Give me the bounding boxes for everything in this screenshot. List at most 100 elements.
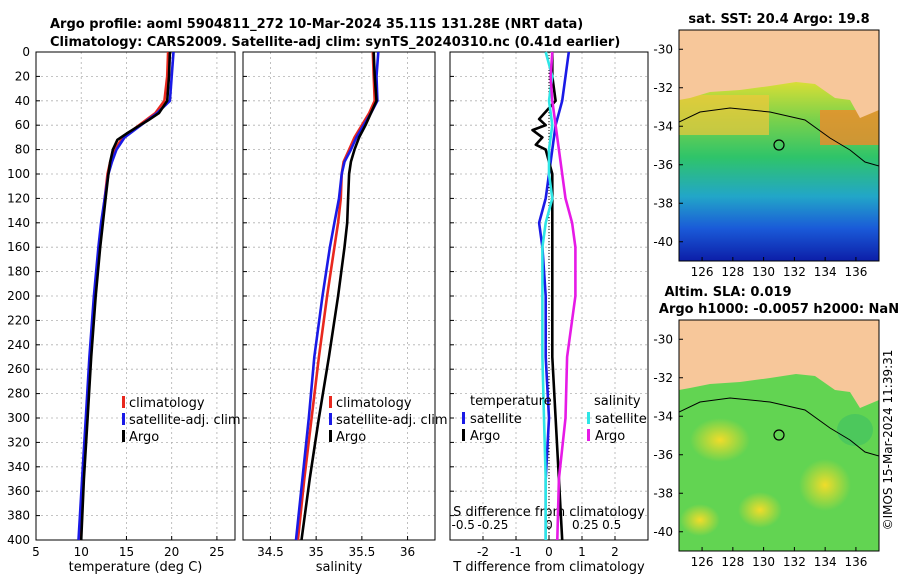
- sla-map-title: Altim. SLA: 0.019: [665, 285, 792, 300]
- sst-map-frame: [678, 29, 880, 262]
- map-y-tick-label: -38: [653, 486, 673, 500]
- x-tick-label: 10: [74, 545, 89, 559]
- y-tick-label: 260: [7, 362, 30, 376]
- legend-swatch: [587, 429, 590, 441]
- legend-swatch: [122, 396, 125, 408]
- y-tick-label: 220: [7, 313, 30, 327]
- sst-warm-patch: [679, 95, 769, 135]
- map-y-tick-label: -40: [653, 525, 673, 539]
- s-diff-axis-label: S difference from climatology: [453, 505, 645, 520]
- x-tick-label: -1: [510, 545, 522, 559]
- x-tick-label: 5: [32, 545, 40, 559]
- legend-header-temperature: temperature: [470, 394, 552, 409]
- series-line-argo: [79, 51, 172, 541]
- x-tick-label: 34.5: [257, 545, 284, 559]
- sla-argo-marker: [773, 429, 785, 441]
- sla-map-subtitle: Argo h1000: -0.0057 h2000: NaN: [659, 302, 899, 317]
- x-tick-label: 25: [209, 545, 224, 559]
- legend-label: Argo: [470, 429, 500, 444]
- map-x-tick-label: 128: [721, 265, 744, 279]
- y-tick-label: 120: [7, 191, 30, 205]
- sst-map-title: sat. SST: 20.4 Argo: 19.8: [688, 12, 869, 27]
- s-diff-tick-label: 0.5: [602, 518, 621, 532]
- x-axis-label: T difference from climatology: [452, 560, 645, 575]
- x-tick-label: 2: [611, 545, 619, 559]
- map-y-tick-label: -32: [653, 371, 673, 385]
- legend-swatch: [462, 429, 465, 441]
- x-tick-label: -2: [477, 545, 489, 559]
- map-y-tick-label: -34: [653, 119, 673, 133]
- legend-label: climatology: [336, 396, 412, 411]
- map-y-tick-label: -38: [653, 196, 673, 210]
- map-x-tick-label: 130: [752, 265, 775, 279]
- y-tick-label: 380: [7, 509, 30, 523]
- map-x-tick-label: 130: [752, 555, 775, 569]
- legend-label: Argo: [336, 430, 366, 445]
- y-tick-label: 400: [7, 533, 30, 547]
- map-x-tick-label: 128: [721, 555, 744, 569]
- y-tick-label: 160: [7, 240, 30, 254]
- y-tick-label: 40: [15, 94, 30, 108]
- legend-header-salinity: salinity: [594, 394, 641, 409]
- legend-swatch: [329, 430, 332, 442]
- map-x-tick-label: 136: [844, 555, 867, 569]
- x-tick-label: 36: [400, 545, 415, 559]
- y-tick-label: 140: [7, 216, 30, 230]
- x-axis-label: salinity: [316, 560, 363, 575]
- map-x-tick-label: 134: [814, 555, 837, 569]
- difference-panel: -2 -1 0 1 2T difference from climatology -0.5…: [449, 51, 649, 575]
- map-x-tick-label: 132: [783, 555, 806, 569]
- y-tick-label: 300: [7, 411, 30, 425]
- sla-map-ticks: 126 128 130 132 134 136 -30 -32 -34 -36 -38 -40: [653, 332, 867, 569]
- map-y-tick-label: -36: [653, 448, 673, 462]
- sst-hot-patch: [820, 110, 879, 145]
- map-y-tick-label: -30: [653, 42, 673, 56]
- y-tick-label: 200: [7, 289, 30, 303]
- legend-swatch: [122, 430, 125, 442]
- x-tick-label: 35: [309, 545, 324, 559]
- y-tick-label: 20: [15, 69, 30, 83]
- series-line-salinity-argo: [549, 51, 577, 541]
- legend-label: satellite-adj. clim: [129, 413, 241, 428]
- map-y-tick-label: -30: [653, 332, 673, 346]
- imos-timestamp: ©IMOS 15-Mar-2024 11:39:31: [881, 350, 895, 531]
- map-x-tick-label: 136: [844, 265, 867, 279]
- series-line-temperature-satellite: [537, 51, 571, 540]
- sst-argo-marker: [773, 139, 785, 151]
- legend-swatch: [122, 413, 125, 425]
- temperature-panel: 5 10 15 20 25 temperature (deg C) 0 20 40 60 80 100…: [7, 45, 241, 575]
- legend-label: satellite-adj. clim: [336, 413, 448, 428]
- figure-title-line1: Argo profile: aoml 5904811_272 10-Mar-20…: [50, 17, 583, 32]
- sla-high-spot: [680, 504, 720, 536]
- s-diff-tick-label: 0.25: [572, 518, 599, 532]
- map-y-tick-label: -34: [653, 409, 673, 423]
- x-tick-label: 20: [164, 545, 179, 559]
- y-tick-label: 280: [7, 387, 30, 401]
- legend-label: satellite: [470, 412, 522, 427]
- y-tick-label: 180: [7, 265, 30, 279]
- map-y-tick-label: -40: [653, 235, 673, 249]
- sst-map-ticks: 126 128 130 132 134 136 -30 -32 -34 -36 -38 -40: [653, 42, 867, 279]
- sla-high-spot: [690, 418, 750, 462]
- series-line-argo: [300, 51, 378, 541]
- sst-contour: [679, 107, 879, 167]
- sst-land: [679, 30, 879, 118]
- sla-contour: [679, 397, 879, 457]
- sla-low-spot: [837, 414, 873, 446]
- map-x-tick-label: 126: [691, 265, 714, 279]
- sla-high-spot: [738, 492, 782, 528]
- map-y-tick-label: -32: [653, 81, 673, 95]
- x-tick-label: 1: [578, 545, 586, 559]
- sla-land: [679, 320, 879, 408]
- sst-map-panel: sat. SST: 20.4 Argo: 19.8 126 128 130 132 13…: [653, 12, 880, 279]
- map-x-tick-label: 126: [691, 555, 714, 569]
- s-diff-tick-label: -0.5: [451, 518, 474, 532]
- map-y-tick-label: -36: [653, 158, 673, 172]
- x-tick-label: 0: [545, 545, 553, 559]
- salinity-panel: 34.5 35 35.5 36 salinity climatology satellite…: [242, 51, 448, 575]
- y-tick-label: 320: [7, 435, 30, 449]
- legend-label: satellite: [595, 412, 647, 427]
- legend-swatch: [329, 396, 332, 408]
- y-tick-label: 60: [15, 118, 30, 132]
